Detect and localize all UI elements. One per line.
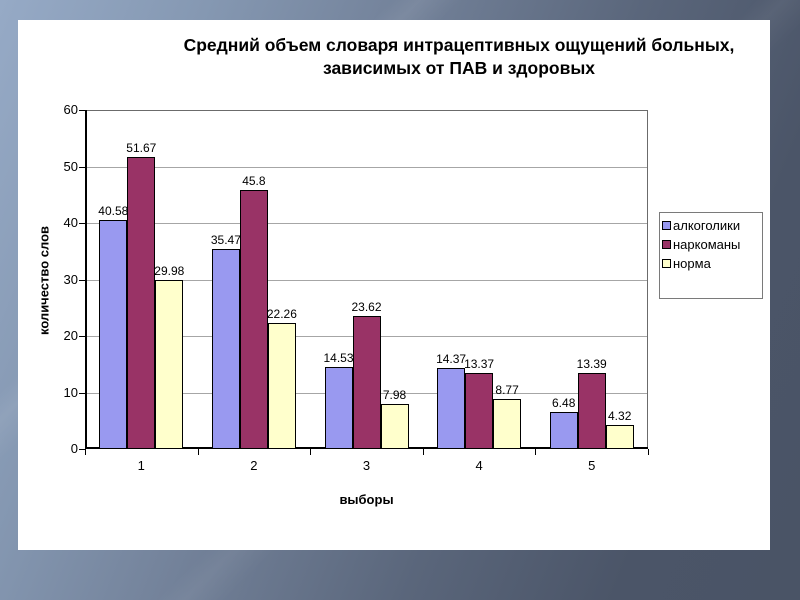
- y-tick-label: 60: [63, 102, 78, 117]
- bar: [127, 157, 156, 449]
- plot-border-top: [85, 110, 648, 111]
- y-axis-line: [85, 110, 87, 449]
- legend-swatch: [662, 240, 671, 249]
- bar-value-label: 45.8: [242, 174, 266, 189]
- bar-value-label: 13.37: [464, 357, 495, 372]
- bar-value-label: 14.53: [323, 350, 354, 365]
- bar: [605, 424, 634, 449]
- bar: [267, 323, 296, 449]
- legend-item: наркоманы: [662, 235, 760, 254]
- chart-legend: алкоголики наркоманы норма: [659, 212, 763, 299]
- plot-border-right: [647, 110, 648, 449]
- legend-label: норма: [673, 256, 711, 271]
- bar-value-label: 40.58: [98, 203, 129, 218]
- y-tick-mark: [79, 166, 85, 168]
- bar: [324, 366, 353, 449]
- legend-label: алкоголики: [673, 218, 741, 233]
- bar-value-label: 51.67: [126, 141, 157, 156]
- slide-canvas: Средний объем словаря интрацептивных ощу…: [18, 20, 770, 550]
- bar-value-label: 23.62: [351, 299, 382, 314]
- legend-swatch: [662, 259, 671, 268]
- y-tick-mark: [79, 223, 85, 224]
- bar: [493, 399, 522, 449]
- bar: [465, 373, 494, 449]
- bar: [380, 403, 409, 449]
- gridline: [85, 279, 648, 281]
- bar-value-label: 22.26: [266, 307, 297, 322]
- gridline: [85, 166, 648, 168]
- y-tick-mark: [79, 392, 85, 394]
- bar-value-label: 35.47: [210, 232, 241, 247]
- bar: [352, 315, 381, 449]
- y-tick-mark: [79, 336, 85, 337]
- legend-swatch: [662, 221, 671, 230]
- plot-area: 40.58 51.67 29.98 35.47 45.8 22.26 14.53 23.62 7…: [85, 110, 648, 449]
- x-category-label: 1: [137, 458, 145, 473]
- bar: [577, 373, 606, 449]
- x-tick-mark: [310, 449, 312, 455]
- y-tick-mark: [79, 449, 85, 450]
- y-tick-label: 30: [63, 271, 78, 287]
- chart-title: Средний объем словаря интрацептивных ощу…: [183, 35, 735, 78]
- y-tick-mark: [79, 110, 85, 111]
- legend-item: алкоголики: [662, 216, 760, 235]
- x-tick-mark: [422, 449, 424, 455]
- y-tick-label: 20: [63, 328, 78, 343]
- x-category-label: 4: [475, 458, 483, 473]
- x-tick-mark: [535, 449, 537, 455]
- y-tick-label: 0: [70, 441, 78, 456]
- legend-item: норма: [662, 254, 760, 273]
- bar: [155, 279, 184, 449]
- y-tick-mark: [79, 279, 85, 281]
- gridline: [85, 223, 648, 224]
- bar-value-label: 4.32: [608, 408, 632, 423]
- bar-value-label: 14.37: [436, 351, 467, 366]
- legend-label: наркоманы: [673, 237, 741, 252]
- y-tick-label: 40: [63, 215, 78, 230]
- bar: [99, 219, 128, 449]
- x-category-label: 5: [588, 458, 596, 473]
- bar: [549, 412, 578, 449]
- x-category-label: 2: [250, 458, 258, 473]
- bar: [437, 367, 466, 449]
- bar: [211, 248, 240, 449]
- bar-value-label: 13.39: [576, 357, 607, 372]
- y-tick-label: 50: [63, 158, 78, 174]
- bar-value-label: 6.48: [552, 396, 576, 411]
- bar: [239, 190, 268, 449]
- x-tick-mark: [648, 449, 649, 455]
- y-tick-label: 10: [63, 384, 78, 400]
- bar-value-label: 8.77: [495, 383, 519, 398]
- x-tick-mark: [85, 449, 86, 455]
- bar-value-label: 29.98: [154, 263, 185, 278]
- x-category-label: 3: [362, 458, 371, 473]
- bar-value-label: 7.98: [382, 387, 407, 402]
- x-axis-title: выборы: [339, 492, 394, 507]
- x-tick-mark: [197, 449, 199, 455]
